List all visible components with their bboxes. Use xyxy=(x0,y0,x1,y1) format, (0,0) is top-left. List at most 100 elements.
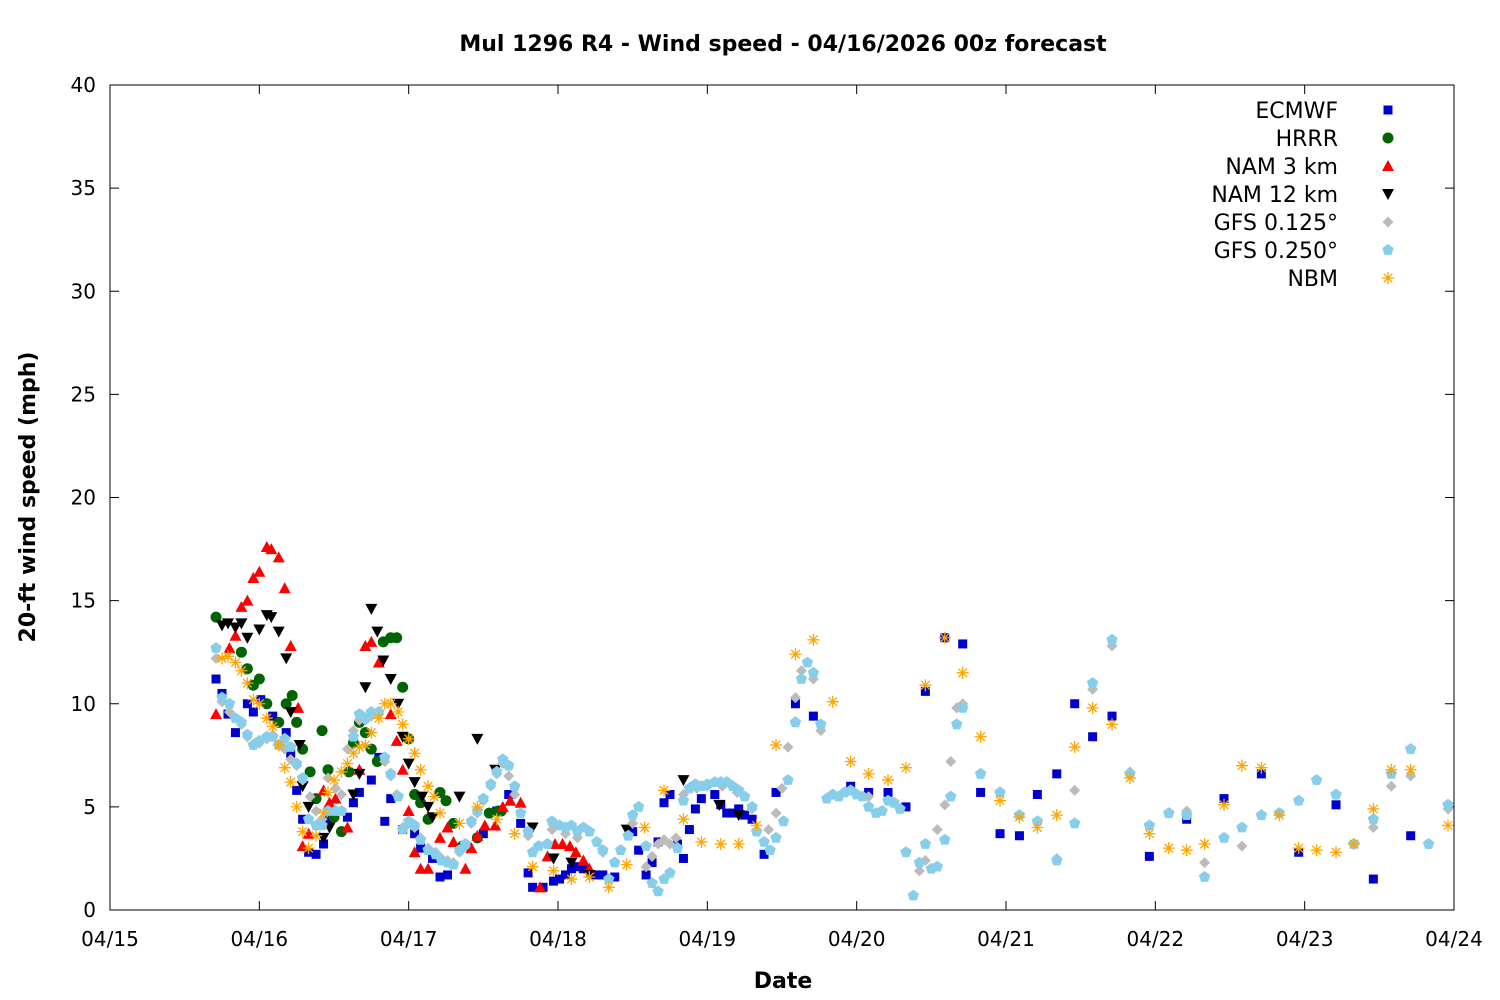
data-point xyxy=(1422,838,1435,849)
data-point xyxy=(572,862,582,872)
data-point xyxy=(777,815,790,827)
data-point xyxy=(459,838,472,849)
data-point xyxy=(1385,780,1397,792)
data-point xyxy=(1330,788,1342,800)
y-tick-label: 40 xyxy=(71,73,96,97)
data-point xyxy=(335,805,348,816)
data-point xyxy=(790,699,800,709)
data-point xyxy=(509,780,521,792)
legend-label: ECMWF xyxy=(1255,99,1338,124)
data-point xyxy=(323,796,336,808)
data-point xyxy=(956,666,969,679)
data-point xyxy=(1143,819,1156,831)
x-tick-label: 04/15 xyxy=(81,927,139,951)
data-point xyxy=(353,741,366,754)
data-point xyxy=(522,825,534,837)
data-point xyxy=(235,716,248,728)
data-point xyxy=(247,693,260,706)
data-point xyxy=(1180,844,1193,857)
data-point xyxy=(759,849,769,859)
data-point xyxy=(302,801,315,813)
data-point xyxy=(1051,854,1063,866)
data-point xyxy=(416,791,429,803)
data-point xyxy=(1107,711,1117,721)
data-point xyxy=(556,838,569,849)
data-point xyxy=(677,813,690,826)
data-point xyxy=(508,827,521,840)
data-point xyxy=(278,761,291,774)
data-point xyxy=(434,807,447,820)
data-point xyxy=(434,831,447,843)
data-point xyxy=(728,808,738,818)
data-point xyxy=(1292,842,1305,855)
data-point xyxy=(1014,831,1024,841)
data-point xyxy=(279,732,291,744)
data-point xyxy=(365,635,378,647)
data-point xyxy=(422,780,435,793)
data-point xyxy=(913,856,926,868)
data-point xyxy=(1181,809,1193,820)
data-point xyxy=(496,800,509,812)
data-point xyxy=(546,824,558,836)
data-point xyxy=(1198,838,1211,850)
data-point xyxy=(256,695,266,705)
data-point xyxy=(408,846,421,858)
data-point xyxy=(235,600,248,612)
data-point xyxy=(440,795,452,807)
data-point xyxy=(396,718,409,731)
data-point xyxy=(216,652,228,665)
data-point xyxy=(453,817,466,830)
data-point xyxy=(210,642,222,653)
data-point xyxy=(862,767,875,780)
data-point xyxy=(565,857,578,869)
data-point xyxy=(1086,677,1099,688)
data-point xyxy=(1106,633,1118,645)
data-point xyxy=(242,699,252,709)
data-point xyxy=(296,772,309,783)
data-point xyxy=(384,674,397,685)
data-point xyxy=(758,835,770,847)
data-point xyxy=(372,712,385,725)
data-point xyxy=(391,632,403,644)
data-point xyxy=(1032,790,1042,799)
data-point xyxy=(253,673,265,685)
data-point xyxy=(658,784,671,797)
data-point xyxy=(1367,813,1380,825)
data-point xyxy=(380,816,390,826)
data-point xyxy=(343,766,355,778)
data-point xyxy=(994,786,1006,798)
data-point xyxy=(471,800,484,813)
data-point xyxy=(547,853,560,865)
data-point xyxy=(695,835,708,848)
data-point xyxy=(284,640,297,651)
data-point xyxy=(504,794,517,806)
data-point xyxy=(497,753,509,765)
data-point xyxy=(763,824,775,836)
data-point xyxy=(221,618,234,630)
data-point xyxy=(267,730,279,742)
data-point xyxy=(958,639,968,649)
x-tick-label: 04/19 xyxy=(679,927,737,951)
data-point xyxy=(602,881,615,894)
data-point xyxy=(477,792,489,804)
data-point xyxy=(235,618,248,630)
data-point xyxy=(286,690,298,701)
y-tick-label: 35 xyxy=(71,176,96,200)
data-point xyxy=(862,800,875,812)
chart-title: Mul 1296 R4 - Wind speed - 04/16/2026 00… xyxy=(459,32,1107,57)
data-point xyxy=(379,751,391,763)
data-point xyxy=(281,728,291,738)
data-point xyxy=(888,796,900,808)
data-point xyxy=(995,829,1005,839)
data-point xyxy=(396,763,409,775)
data-point xyxy=(549,876,559,886)
legend: ECMWF HRRR NAM 3 km NAM 12 km GFS 0.125° GFS … xyxy=(1211,99,1394,292)
data-point xyxy=(732,810,745,822)
data-point xyxy=(628,827,638,837)
data-point xyxy=(899,761,912,774)
data-point xyxy=(732,838,745,850)
legend-marker-circle-icon xyxy=(1382,132,1394,144)
data-point xyxy=(235,646,247,658)
data-point xyxy=(647,858,657,868)
data-point xyxy=(509,789,521,800)
